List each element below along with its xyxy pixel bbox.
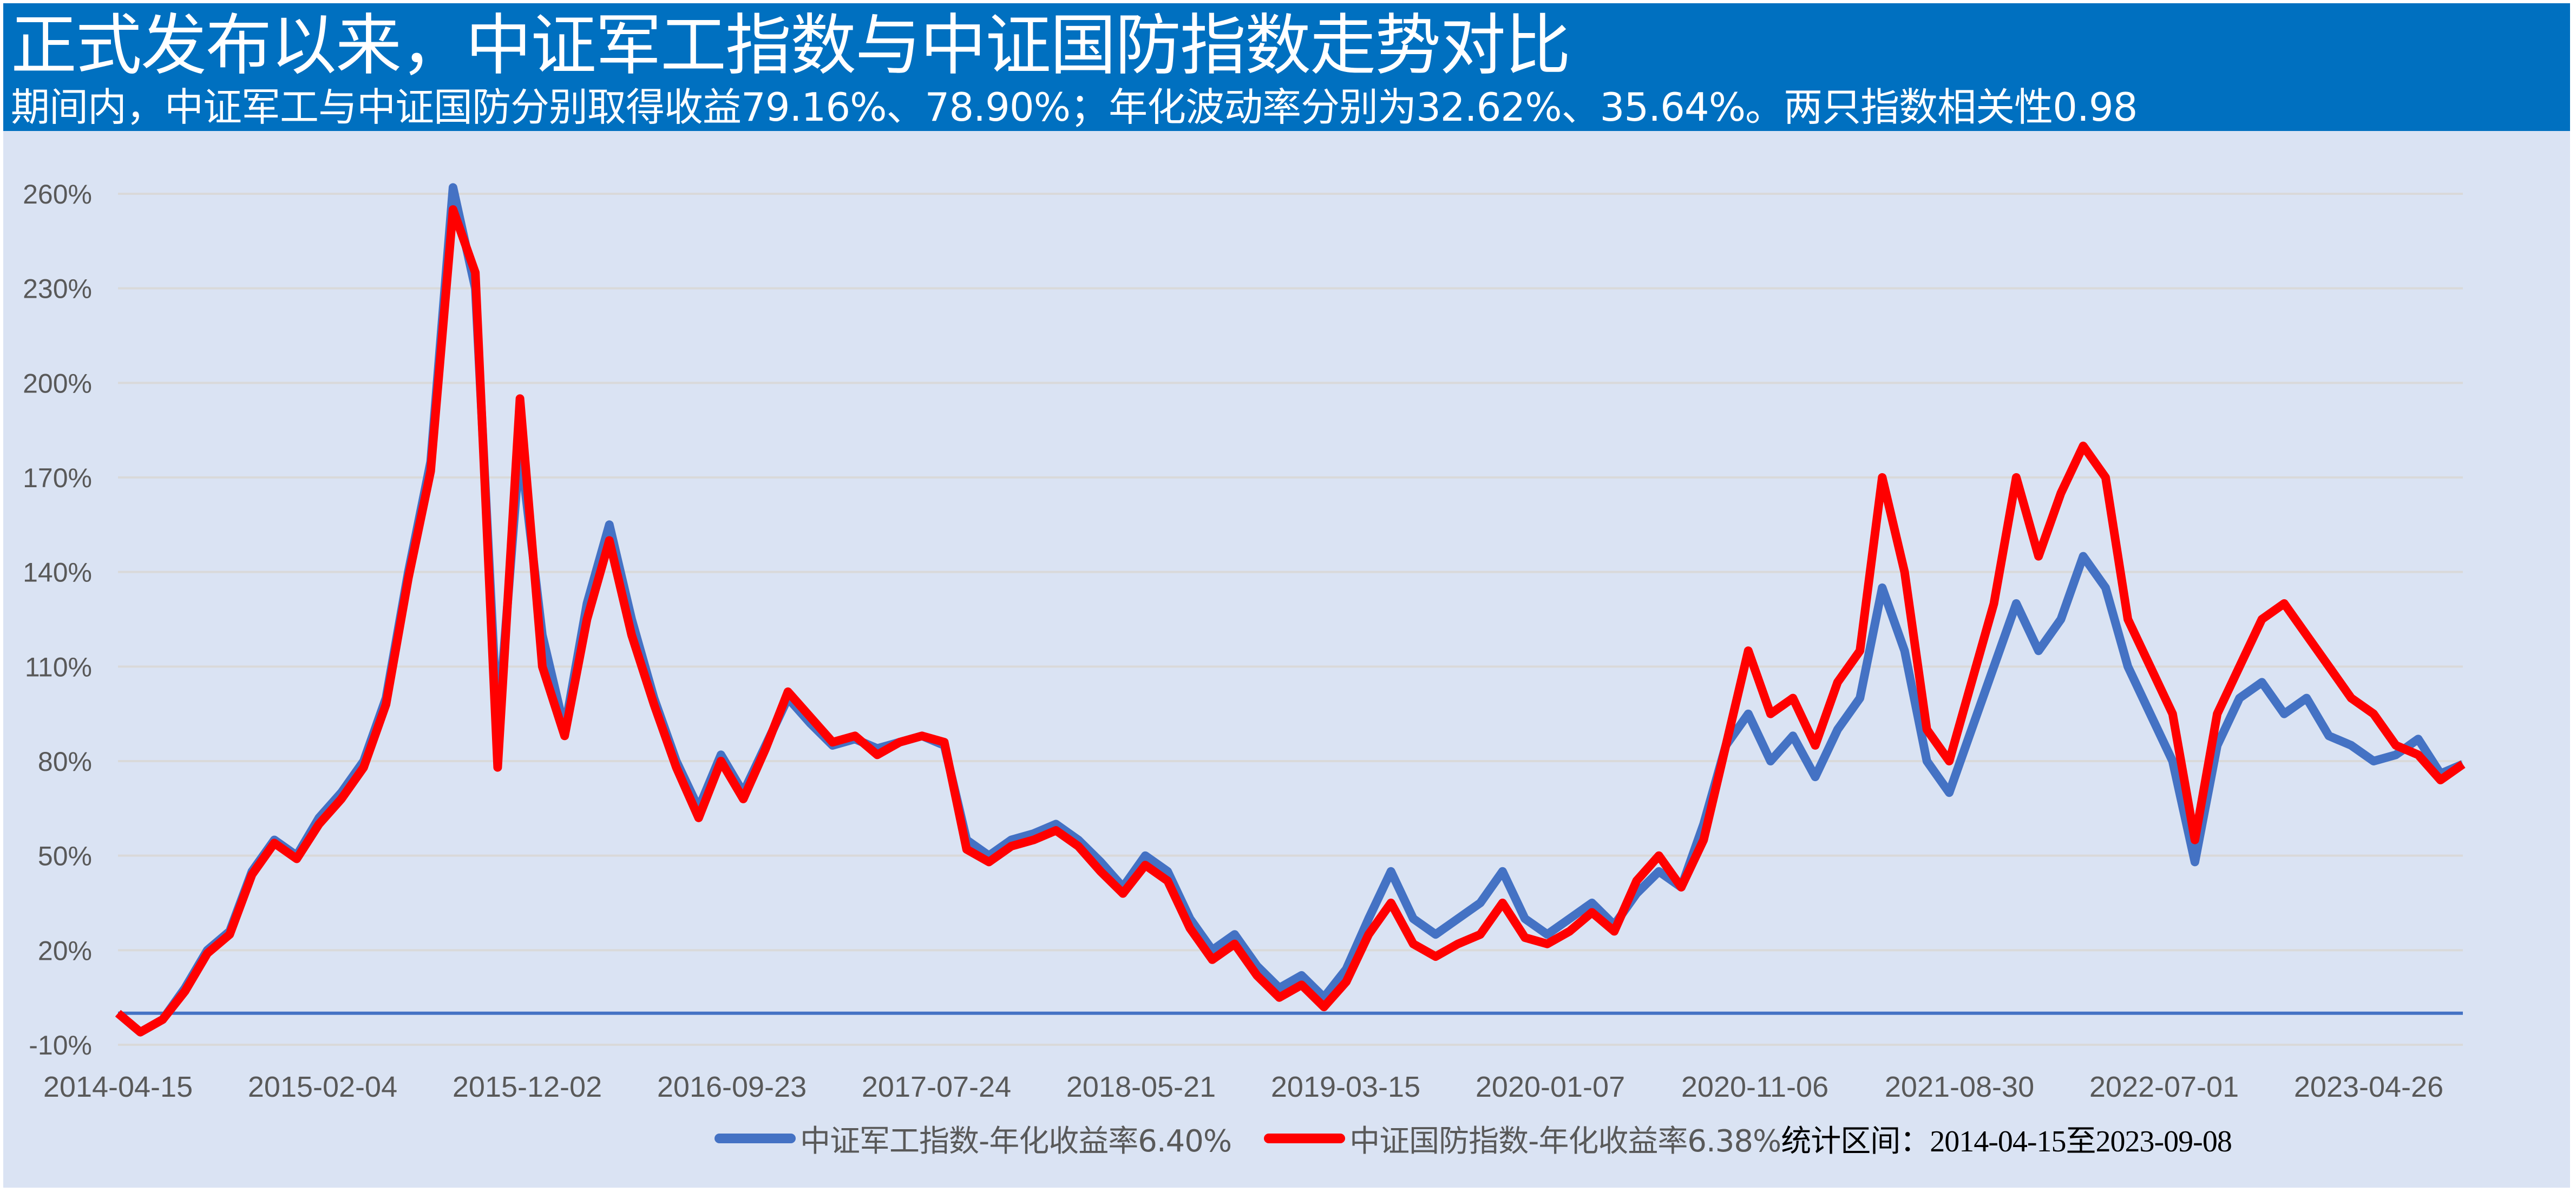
y-tick-label: 50% [38,841,92,872]
legend-label-defense: 中证国防指数-年化收益率6.38% [1349,1123,1781,1159]
x-tick-label: 2021-08-30 [1885,1071,2034,1103]
y-tick-label: 260% [23,179,92,209]
legend-item-defense: 中证国防指数-年化收益率6.38% [1264,1117,1781,1161]
y-tick-label: 20% [38,935,92,966]
series-defense-index-line [115,205,2466,1037]
legend-item-military: 中证军工指数-年化收益率6.40% [715,1117,1232,1161]
x-tick-label: 2015-12-02 [453,1071,602,1103]
x-tick-label: 2017-07-24 [862,1071,1011,1103]
y-axis: -10% 20% 50% 80% 110% 140% 170% 200% 230% 260% [23,179,92,1060]
x-tick-label: 2016-09-23 [657,1071,807,1103]
y-tick-label: 110% [25,652,92,682]
legend-swatch-blue [715,1134,796,1143]
y-tick-label: -10% [29,1030,92,1060]
gridlines [118,193,2463,1046]
y-tick-label: 170% [23,463,92,493]
x-tick-label: 2019-03-15 [1271,1071,1420,1103]
y-tick-label: 140% [23,558,92,588]
series-military-index-line [115,183,2465,1037]
title-banner: 正式发布以来，中证军工指数与中证国防指数走势对比 期间内，中证军工与中证国防分别… [3,3,2570,131]
x-tick-label: 2023-04-26 [2294,1071,2443,1103]
statistics-period: 统计区间：2014-04-15至2023-09-08 [1781,1124,2232,1158]
chart-legend: 中证军工指数-年化收益率6.40% 中证国防指数-年化收益率6.38% 统计区间… [715,1119,2232,1159]
x-tick-label: 2020-11-06 [1681,1071,1828,1103]
chart-title: 正式发布以来，中证军工指数与中证国防指数走势对比 [11,7,1571,84]
x-tick-label: 2022-07-01 [2089,1071,2239,1103]
legend-swatch-red [1264,1134,1346,1143]
chart-subtitle: 期间内，中证军工与中证国防分别取得收益79.16%、78.90%；年化波动率分别… [11,84,2138,130]
x-tick-label: 2014-04-15 [43,1071,193,1103]
legend-label-military: 中证军工指数-年化收益率6.40% [800,1123,1232,1159]
y-tick-label: 200% [23,368,92,398]
x-tick-label: 2020-01-07 [1476,1071,1625,1103]
x-axis: 2014-04-15 2015-02-04 2015-12-02 2016-09-23… [43,1071,2443,1103]
x-tick-label: 2015-02-04 [248,1071,397,1103]
y-tick-label: 80% [38,746,92,777]
x-tick-label: 2018-05-21 [1066,1071,1216,1103]
y-tick-label: 230% [23,274,92,304]
